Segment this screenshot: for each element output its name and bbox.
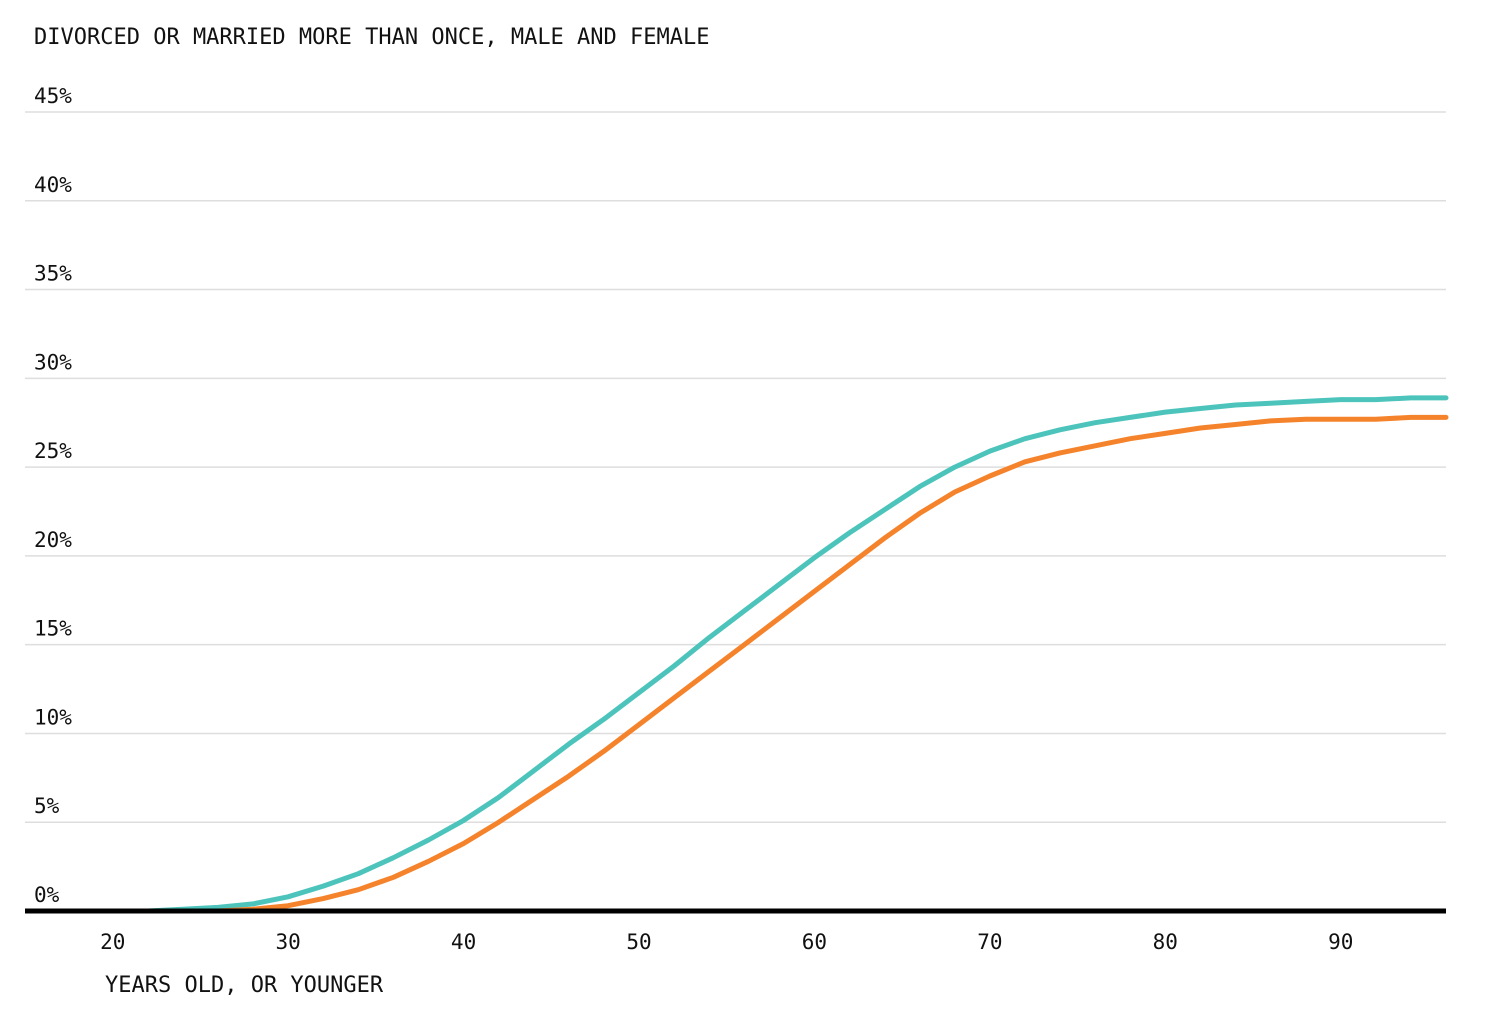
y-tick-label: 40% <box>34 173 72 197</box>
y-tick-label: 10% <box>34 705 72 729</box>
y-tick-label: 5% <box>34 794 60 818</box>
x-tick-label: 70 <box>977 930 1002 954</box>
x-tick-label: 40 <box>451 930 476 954</box>
chart-title: DIVORCED OR MARRIED MORE THAN ONCE, MALE… <box>34 25 710 50</box>
x-tick-label: 30 <box>275 930 300 954</box>
y-tick-label: 20% <box>34 528 72 552</box>
y-tick-label: 0% <box>34 883 60 907</box>
y-tick-label: 30% <box>34 350 72 374</box>
y-tick-label: 35% <box>34 262 72 286</box>
x-tick-label: 90 <box>1328 930 1353 954</box>
y-axis-tick-labels: 0% 5% 10% 15% 20% 25% 30% 35% 40% 45% <box>34 84 72 907</box>
y-tick-label: 45% <box>34 84 72 108</box>
x-axis-tick-labels: 20 30 40 50 60 70 80 90 <box>100 930 1353 954</box>
x-tick-label: 80 <box>1153 930 1178 954</box>
y-tick-label: 15% <box>34 617 72 641</box>
x-tick-label: 60 <box>802 930 827 954</box>
y-tick-label: 25% <box>34 439 72 463</box>
x-tick-label: 20 <box>100 930 125 954</box>
x-axis-label: YEARS OLD, OR YOUNGER <box>105 973 384 998</box>
series-lines <box>110 395 1449 914</box>
series-line-1 <box>110 395 1449 914</box>
x-tick-label: 50 <box>626 930 651 954</box>
series-line-2 <box>110 414 1449 914</box>
gridlines <box>25 111 1446 823</box>
